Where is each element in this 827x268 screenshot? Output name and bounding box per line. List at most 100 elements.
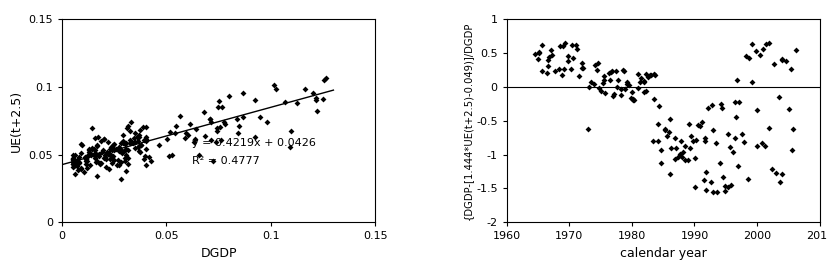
Point xyxy=(82,147,95,151)
Point xyxy=(132,135,146,139)
Point xyxy=(731,100,744,104)
Point xyxy=(232,124,246,128)
Point xyxy=(744,80,758,85)
Point xyxy=(101,152,114,156)
Point xyxy=(121,156,134,161)
Point xyxy=(319,76,332,80)
Point xyxy=(101,150,114,154)
Point xyxy=(67,164,80,169)
Point xyxy=(88,148,101,152)
Point xyxy=(714,102,727,107)
Point xyxy=(75,143,88,147)
Point xyxy=(114,141,127,145)
Point xyxy=(70,158,84,162)
Point xyxy=(619,82,633,86)
Point xyxy=(124,120,137,124)
Point xyxy=(643,73,657,77)
Point xyxy=(557,66,570,71)
Point xyxy=(113,149,127,153)
Point xyxy=(72,160,85,164)
Point xyxy=(622,83,635,87)
Point xyxy=(93,161,107,165)
Point xyxy=(654,148,667,152)
Point xyxy=(647,97,660,101)
Point xyxy=(112,148,126,152)
Point xyxy=(136,156,150,161)
Point xyxy=(105,147,118,152)
Point xyxy=(107,154,120,159)
Point xyxy=(204,137,218,142)
Point xyxy=(561,54,574,58)
Point xyxy=(309,96,323,100)
Point xyxy=(203,117,216,121)
Point xyxy=(122,162,135,166)
Point xyxy=(317,78,330,82)
Point xyxy=(107,148,120,152)
Point xyxy=(712,161,725,165)
Point xyxy=(576,66,590,70)
Point xyxy=(79,161,93,166)
Point xyxy=(637,90,650,94)
Point xyxy=(183,122,196,126)
Point xyxy=(117,149,131,153)
Point xyxy=(84,153,97,157)
Point xyxy=(720,132,734,136)
Point xyxy=(626,98,639,102)
Point xyxy=(617,87,630,91)
Point xyxy=(683,146,696,150)
Point xyxy=(534,68,547,73)
Point xyxy=(124,140,137,144)
Point xyxy=(715,175,729,179)
Point xyxy=(614,92,627,97)
Point xyxy=(739,54,752,58)
Point xyxy=(696,178,710,183)
Point xyxy=(778,59,791,63)
Point xyxy=(213,99,226,103)
Point xyxy=(647,72,660,76)
Point xyxy=(660,134,673,138)
Point xyxy=(123,138,136,143)
Point xyxy=(66,157,79,161)
Point xyxy=(626,98,639,102)
Point xyxy=(654,161,667,166)
Point xyxy=(89,160,103,165)
Point xyxy=(758,144,771,148)
Point xyxy=(112,163,126,167)
Point xyxy=(118,141,131,145)
Point xyxy=(236,115,249,120)
Point xyxy=(569,43,582,47)
Point xyxy=(786,127,799,132)
Point xyxy=(85,147,98,151)
Point xyxy=(85,146,98,151)
Point xyxy=(552,66,565,71)
Point xyxy=(267,83,280,87)
Point xyxy=(90,159,103,163)
Point xyxy=(581,126,594,131)
Point xyxy=(222,94,235,98)
Point xyxy=(119,153,132,157)
Point xyxy=(90,173,103,178)
Point xyxy=(114,160,127,164)
Point xyxy=(766,62,779,66)
Point xyxy=(218,122,232,126)
Point xyxy=(131,135,144,139)
Point xyxy=(539,71,552,76)
Point xyxy=(160,136,174,141)
Point xyxy=(87,147,100,151)
Point xyxy=(605,94,619,99)
Point xyxy=(83,163,96,167)
Point xyxy=(66,161,79,166)
Point xyxy=(734,132,748,136)
Point xyxy=(641,75,654,79)
Point xyxy=(609,85,623,89)
Point xyxy=(122,148,135,152)
Point xyxy=(725,150,739,155)
Point xyxy=(232,131,245,135)
Point xyxy=(83,148,96,152)
Point xyxy=(740,177,753,181)
Point xyxy=(764,167,777,172)
Point xyxy=(545,53,558,57)
Point xyxy=(66,165,79,169)
Point xyxy=(79,155,92,159)
Point xyxy=(643,73,656,77)
